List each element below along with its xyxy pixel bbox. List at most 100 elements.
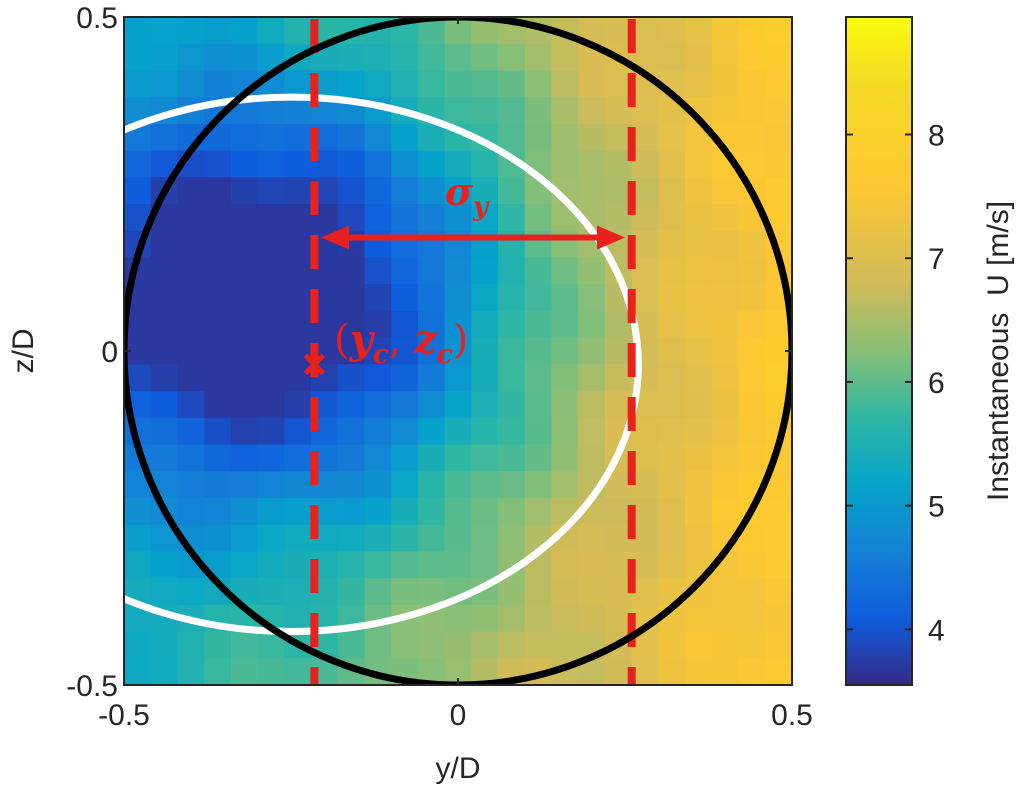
heatmap-cell xyxy=(284,658,312,685)
heatmap-cell xyxy=(391,150,419,178)
heatmap-cell xyxy=(471,204,499,232)
heatmap-cell xyxy=(711,417,740,446)
heatmap-cell xyxy=(444,524,472,552)
heatmap-cell xyxy=(124,524,152,552)
heatmap-cell xyxy=(551,417,579,446)
heatmap-cell xyxy=(364,444,392,472)
colorbar-label: Instantaneous U [m/s] xyxy=(982,201,1015,501)
heatmap-cell xyxy=(417,70,446,98)
heatmap-cell xyxy=(337,310,366,339)
heatmap-cell xyxy=(204,204,232,232)
heatmap-cell xyxy=(364,284,392,312)
heatmap-cell xyxy=(444,43,472,72)
heatmap-cell xyxy=(364,364,392,392)
heatmap-cell xyxy=(177,284,205,312)
heatmap-cell xyxy=(177,578,205,606)
heatmap-cell xyxy=(257,284,285,312)
heatmap-cell xyxy=(257,177,285,205)
heatmap-cell xyxy=(204,497,232,526)
x-tick-label: 0.5 xyxy=(771,699,813,732)
heatmap-cell xyxy=(658,177,686,205)
colorbar-tick-label: 4 xyxy=(928,614,945,647)
heatmap-cell xyxy=(658,123,686,152)
heatmap-cell xyxy=(738,658,766,685)
heatmap-cell xyxy=(230,204,259,232)
heatmap-cell xyxy=(658,230,686,259)
heatmap-cell xyxy=(417,391,446,419)
heatmap-cell xyxy=(444,284,472,312)
annotations: σy(yc, zc) xyxy=(303,169,625,376)
heatmap-cell xyxy=(257,204,285,232)
heatmap-cell xyxy=(738,391,766,419)
heatmap-cell xyxy=(230,230,259,259)
heatmap-cell xyxy=(685,310,713,339)
heatmap-cell xyxy=(337,43,366,72)
heatmap-cell xyxy=(204,417,232,446)
heatmap-cell xyxy=(444,631,472,659)
heatmap-cell xyxy=(444,70,472,98)
heatmap-cell xyxy=(150,310,179,339)
colorbar-tick-label: 6 xyxy=(928,367,945,400)
heatmap-cell xyxy=(337,257,366,285)
center-label: (yc, zc) xyxy=(334,316,468,370)
heatmap-cell xyxy=(578,177,606,205)
heatmap-cell xyxy=(284,497,312,526)
heatmap-cell xyxy=(150,284,179,312)
heatmap-cell xyxy=(257,391,285,419)
heatmap-cell xyxy=(471,444,499,472)
heatmap-cell xyxy=(711,658,740,685)
heatmap-cell xyxy=(498,391,526,419)
heatmap-cell xyxy=(578,70,606,98)
heatmap-cell xyxy=(364,578,392,606)
heatmap-cell xyxy=(578,551,606,579)
heatmap-cell xyxy=(738,604,766,633)
heatmap-cell xyxy=(204,471,232,499)
center-label-comma: , xyxy=(389,317,414,363)
heatmap-cell xyxy=(204,310,232,339)
heatmap-cell xyxy=(391,284,419,312)
heatmap-cell xyxy=(471,284,499,312)
heatmap-cell xyxy=(177,417,205,446)
heatmap-cell xyxy=(578,97,606,125)
heatmap-cell xyxy=(150,230,179,259)
heatmap-cell xyxy=(578,524,606,552)
heatmap-cell xyxy=(765,604,792,633)
heatmap-cell xyxy=(444,150,472,178)
heatmap-cell xyxy=(631,150,659,178)
heatmap-cell xyxy=(658,150,686,178)
heatmap-cell xyxy=(417,123,446,152)
heatmap-cell xyxy=(364,70,392,98)
heatmap-cell xyxy=(150,257,179,285)
heatmap-cell xyxy=(551,471,579,499)
heatmap-cell xyxy=(257,471,285,499)
heatmap-cell xyxy=(498,364,526,392)
heatmap-cell xyxy=(471,417,499,446)
heatmap-cell xyxy=(498,524,526,552)
heatmap-cell xyxy=(391,497,419,526)
heatmap-cell xyxy=(391,177,419,205)
heatmap-cell xyxy=(284,97,312,125)
heatmap-cell xyxy=(204,70,232,98)
heatmap-cell xyxy=(524,257,553,285)
heatmap-cell xyxy=(498,284,526,312)
heatmap-cell xyxy=(685,524,713,552)
heatmap-cell xyxy=(284,524,312,552)
heatmap-cell xyxy=(578,444,606,472)
heatmap-cell xyxy=(471,524,499,552)
heatmap-cell xyxy=(471,310,499,339)
heatmap-cell xyxy=(337,578,366,606)
heatmap-cell xyxy=(711,177,740,205)
heatmap-cell xyxy=(391,578,419,606)
heatmap-cell xyxy=(658,204,686,232)
heatmap-cell xyxy=(658,284,686,312)
heatmap-cell xyxy=(364,417,392,446)
heatmap-cell xyxy=(765,123,792,152)
heatmap-cell xyxy=(417,444,446,472)
heatmap-cell xyxy=(524,578,553,606)
heatmap-cell xyxy=(284,444,312,472)
heatmap-cell xyxy=(230,658,259,685)
heatmap-cell xyxy=(578,123,606,152)
heatmap-cell xyxy=(471,70,499,98)
heatmap-cell xyxy=(631,97,659,125)
